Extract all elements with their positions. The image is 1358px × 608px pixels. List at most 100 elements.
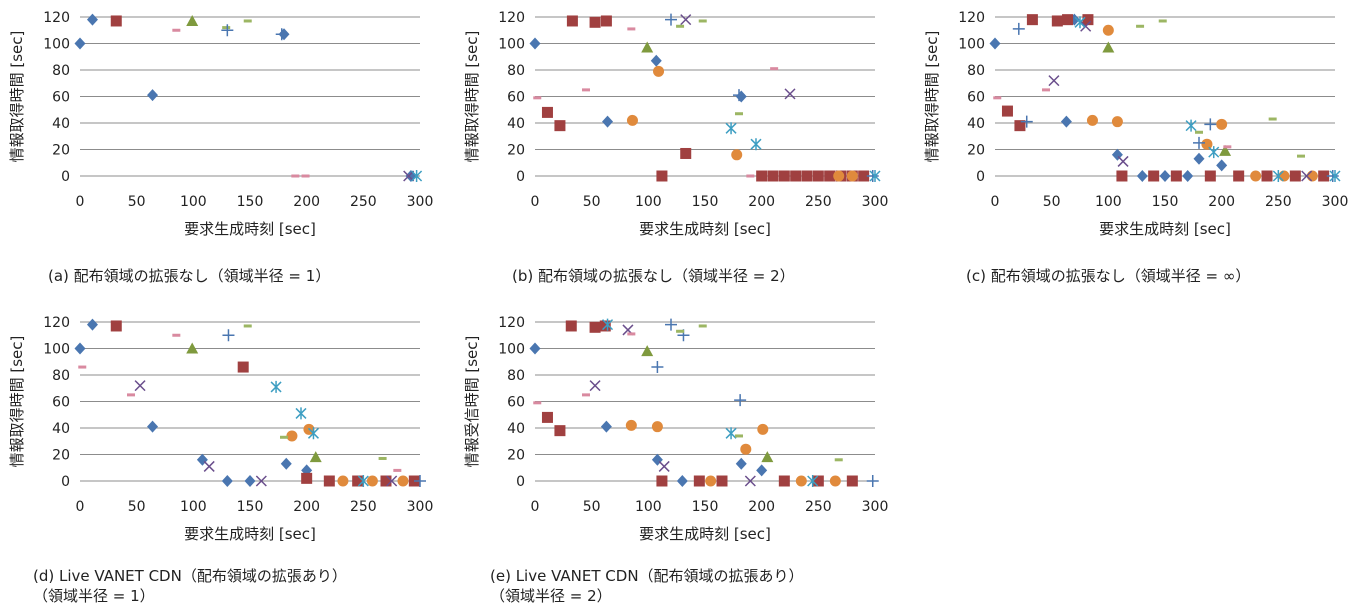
- x-tick-label: 0: [76, 499, 85, 515]
- x-tick-label: 250: [1265, 194, 1292, 210]
- data-point-square: [566, 15, 578, 27]
- data-point-dash: [222, 26, 231, 30]
- data-point-circle: [1250, 170, 1262, 182]
- data-point-circle: [833, 170, 845, 182]
- data-point-dash: [378, 456, 387, 460]
- data-point-x: [386, 475, 398, 487]
- caption-e-line2: （領域半径 = 2）: [490, 587, 612, 605]
- data-point-square: [380, 475, 392, 487]
- data-point-plus: [734, 394, 747, 407]
- data-point-diamond: [1159, 170, 1171, 182]
- y-tick-label: 100: [43, 342, 70, 358]
- data-point-dash: [1297, 154, 1305, 158]
- y-axis-label: 情報取得時間 [sec]: [463, 31, 481, 163]
- x-tick-label: 50: [128, 194, 146, 210]
- data-point-circle: [846, 170, 858, 182]
- data-point-dash: [533, 96, 542, 100]
- y-tick-label: 60: [507, 90, 525, 106]
- data-point-circle: [626, 114, 638, 126]
- data-point-diamond: [405, 170, 417, 182]
- data-point-x: [744, 475, 756, 487]
- x-tick-label: 100: [1095, 194, 1122, 210]
- data-point-square: [237, 361, 249, 373]
- data-point-square: [716, 475, 728, 487]
- data-point-x: [1048, 75, 1060, 87]
- data-point-square: [801, 170, 813, 182]
- data-point-triangle: [309, 451, 322, 463]
- data-point-square: [541, 411, 553, 423]
- data-point-dash: [676, 329, 685, 333]
- data-point-diamond: [86, 13, 98, 26]
- data-point-square: [1026, 14, 1038, 26]
- y-tick-label: 100: [498, 342, 525, 358]
- data-point-plus: [651, 361, 664, 374]
- data-point-square: [680, 147, 692, 159]
- data-point-diamond: [1182, 170, 1194, 182]
- data-point-asterisk: [750, 138, 762, 151]
- data-point-square: [541, 106, 553, 118]
- data-point-diamond: [221, 475, 233, 487]
- data-point-diamond: [1111, 148, 1123, 161]
- y-tick-label: 80: [52, 368, 70, 384]
- data-point-diamond: [244, 475, 256, 487]
- x-tick-label: 150: [692, 499, 719, 515]
- data-points: [529, 318, 879, 487]
- y-tick-label: 0: [516, 169, 525, 185]
- y-tick-label: 40: [507, 116, 525, 132]
- data-point-dash: [698, 324, 707, 328]
- caption-c-line1: (c) 配布領域の拡張なし（領域半径 = ∞）: [966, 267, 1251, 285]
- y-axis-label: 情報受信時間 [sec]: [463, 336, 481, 468]
- data-point-circle: [337, 475, 349, 487]
- y-tick-label: 120: [958, 10, 985, 26]
- x-tick-label: 0: [531, 194, 540, 210]
- y-tick-label: 0: [516, 474, 525, 490]
- data-point-square: [110, 15, 122, 27]
- y-tick-label: 120: [43, 315, 70, 331]
- y-tick-label: 40: [507, 421, 525, 437]
- y-tick-label: 60: [52, 395, 70, 411]
- y-tick-label: 60: [507, 395, 525, 411]
- scatter-chart-e: 0 20 40 60 80 100 120 0 50 100 150 200 250 300 要求生成時刻 …: [463, 315, 888, 543]
- data-point-diamond: [74, 342, 86, 355]
- data-point-asterisk: [1074, 16, 1086, 29]
- data-point-plus: [1204, 118, 1217, 131]
- data-point-x: [784, 88, 796, 100]
- x-tick-label: 300: [407, 194, 434, 210]
- data-point-dash: [1158, 19, 1167, 23]
- data-point-dash: [627, 27, 636, 31]
- data-point-asterisk: [307, 427, 319, 440]
- data-point-square: [656, 170, 668, 182]
- data-point-diamond: [600, 420, 612, 433]
- data-point-dash: [735, 112, 743, 116]
- data-point-diamond: [602, 115, 614, 128]
- y-tick-label: 60: [967, 90, 985, 106]
- data-point-diamond: [1136, 170, 1148, 182]
- data-point-dash: [243, 19, 252, 23]
- data-point-dash: [172, 28, 181, 32]
- data-point-diamond: [147, 89, 159, 102]
- x-axis-label: 要求生成時刻 [sec]: [639, 525, 771, 543]
- data-points: [74, 318, 426, 487]
- data-point-square: [812, 475, 824, 487]
- x-axis-label: 要求生成時刻 [sec]: [1099, 220, 1231, 238]
- data-point-dash: [582, 88, 590, 92]
- data-point-asterisk: [725, 122, 737, 135]
- data-point-dash: [172, 333, 181, 337]
- x-tick-label: 0: [991, 194, 1000, 210]
- data-point-asterisk: [1329, 170, 1341, 182]
- data-point-square: [554, 425, 566, 437]
- data-point-plus: [1326, 170, 1339, 182]
- x-tick-label: 200: [748, 499, 775, 515]
- data-point-square: [767, 170, 779, 182]
- y-tick-label: 0: [61, 474, 70, 490]
- data-point-asterisk: [357, 475, 369, 487]
- data-point-asterisk: [1272, 170, 1284, 182]
- chart-panel-c: 0 20 40 60 80 100 120 0 50 100 150 200 250 300 要求生成時刻 …: [915, 0, 1348, 250]
- y-tick-label: 80: [507, 368, 525, 384]
- data-point-square: [323, 475, 335, 487]
- y-tick-label: 80: [52, 63, 70, 79]
- data-point-circle: [1201, 138, 1213, 150]
- data-point-circle: [1086, 114, 1098, 126]
- chart-panel-b: 0 20 40 60 80 100 120 0 50 100 150 200 250 300 要求生成時刻 …: [455, 0, 888, 250]
- caption-e-line1: (e) Live VANET CDN（配布領域の拡張あり）: [490, 567, 804, 585]
